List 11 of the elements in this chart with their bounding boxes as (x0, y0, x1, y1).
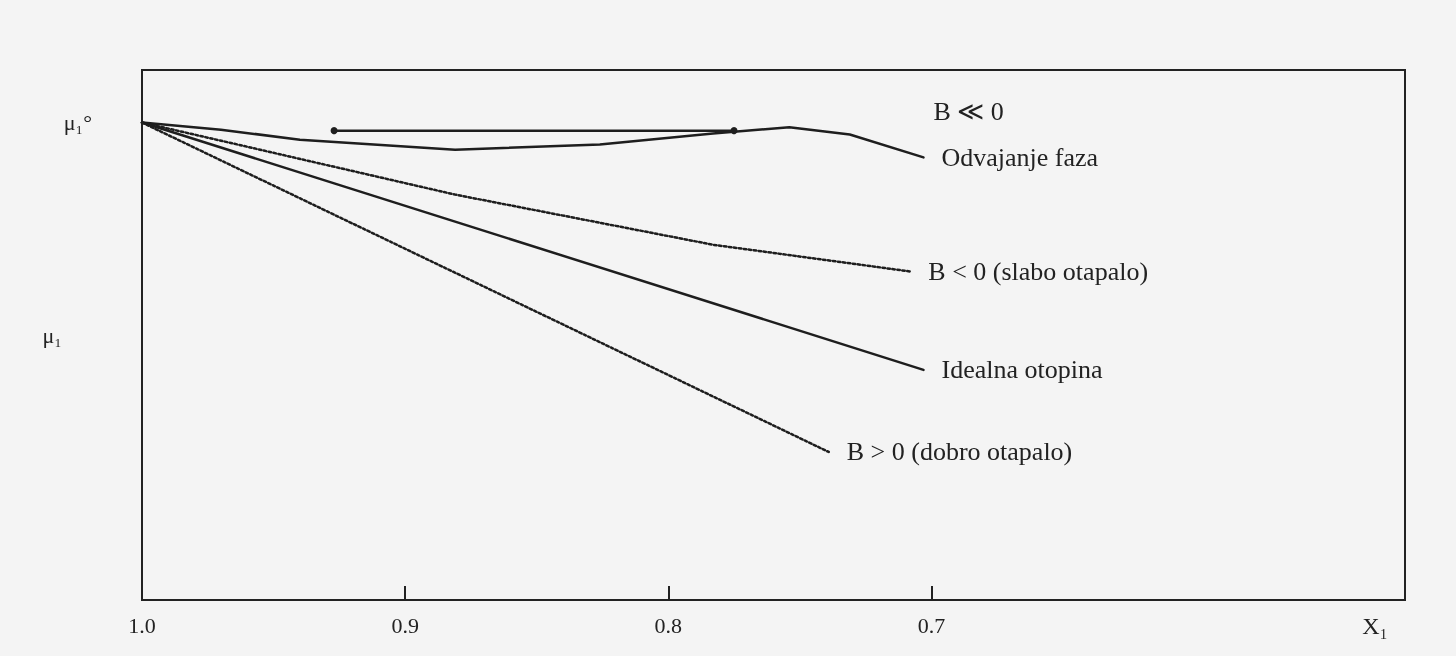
series-label: B ≪ 0 Odvajanje faza (933, 96, 1099, 172)
x-tick-label: 0.7 (917, 612, 946, 638)
series-label: B < 0 (slabo otapalo) (928, 257, 1149, 286)
series-label: B > 0 (dobro otapalo) (846, 437, 1073, 467)
annotation: μ₁° (63, 110, 92, 136)
y-axis-title: μ₁ (42, 322, 62, 348)
x-tick-label: 0.9 (391, 612, 419, 638)
x-axis-title: X₁ (1362, 613, 1388, 639)
series-label: Idealna otopina (941, 355, 1103, 385)
x-tick-label: 1.0 (128, 612, 156, 638)
x-tick-label: 0.8 (654, 612, 682, 638)
